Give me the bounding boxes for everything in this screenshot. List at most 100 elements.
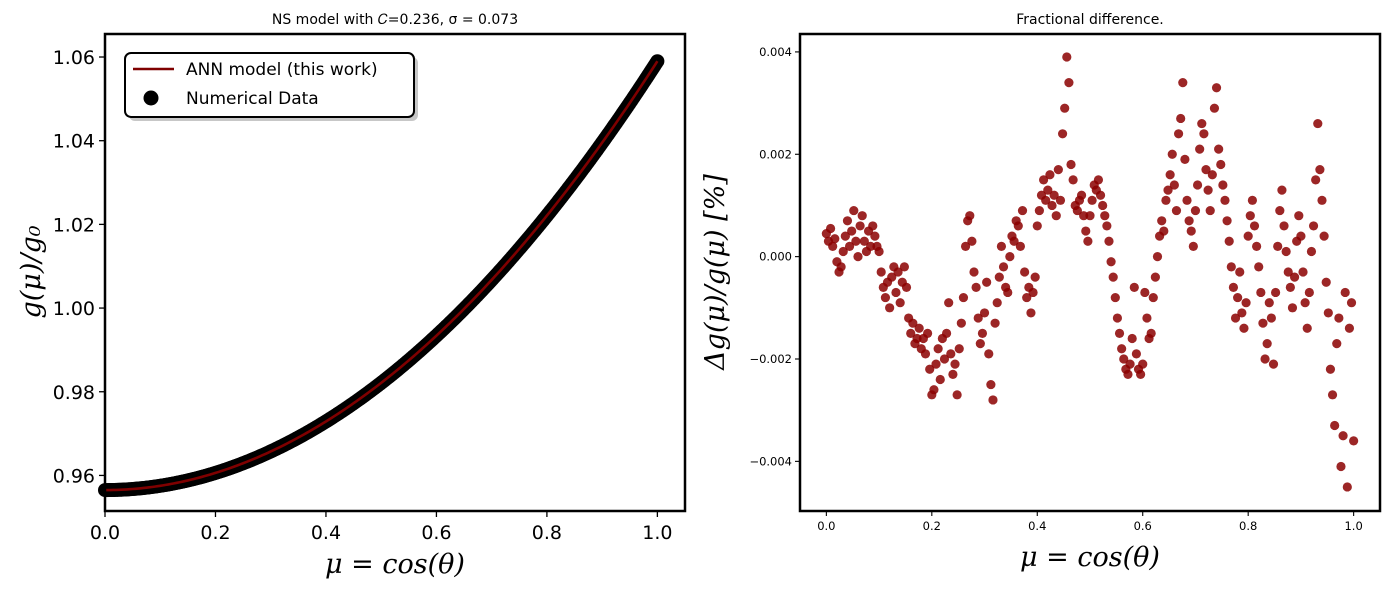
- difference-data-point: [1249, 221, 1260, 231]
- difference-data-point: [1117, 344, 1127, 354]
- difference-data-point: [1216, 159, 1226, 170]
- difference-data-point: [1184, 216, 1194, 226]
- difference-data-point: [1062, 52, 1072, 62]
- difference-data-point: [1296, 231, 1306, 241]
- difference-data-point: [1167, 149, 1177, 159]
- difference-data-point: [939, 354, 950, 364]
- difference-data-point: [935, 374, 945, 385]
- difference-data-point: [1308, 221, 1319, 231]
- difference-data-point: [1009, 236, 1019, 246]
- difference-data-point: [1066, 159, 1076, 170]
- difference-data-point: [1260, 354, 1270, 364]
- difference-data-point: [1258, 318, 1268, 328]
- difference-data-point: [868, 221, 878, 231]
- difference-data-point: [984, 349, 994, 359]
- difference-data-point: [956, 318, 966, 328]
- difference-data-point: [836, 262, 846, 272]
- difference-data-point: [967, 236, 977, 246]
- difference-data-point: [1201, 165, 1211, 175]
- difference-data-point: [1342, 482, 1352, 492]
- difference-data-point: [1186, 226, 1196, 236]
- difference-data-point: [1129, 282, 1139, 292]
- difference-data-point: [1317, 195, 1327, 205]
- difference-data-point: [1214, 144, 1224, 154]
- difference-data-point: [1306, 246, 1317, 257]
- chart2-title: Fractional difference.: [1016, 12, 1164, 28]
- chart2-x-ticks: 0.0 0.2 0.4 0.6 0.8 1.0: [817, 511, 1363, 533]
- difference-data-point: [1028, 287, 1038, 298]
- chart1-axes-frame: [103, 32, 687, 513]
- difference-data-point: [1072, 205, 1082, 216]
- difference-data-point: [1064, 78, 1074, 88]
- difference-data-point: [1233, 292, 1243, 303]
- difference-data-point: [1026, 308, 1036, 318]
- difference-data-point: [1264, 298, 1274, 308]
- difference-data-point: [1045, 170, 1055, 180]
- y-tick-label: 1.00: [53, 298, 95, 320]
- difference-data-point: [899, 262, 910, 272]
- difference-data-point: [1178, 78, 1188, 88]
- difference-data-point: [1157, 216, 1167, 226]
- difference-data-point: [920, 349, 931, 359]
- x-tick-label: 1.0: [1344, 519, 1362, 533]
- difference-data-point: [973, 313, 983, 323]
- difference-data-point: [1252, 241, 1262, 251]
- chart2-y-ticks: −0.004 −0.002 0.000 0.002 0.004: [749, 45, 800, 468]
- difference-data-point: [828, 241, 838, 251]
- difference-data-point: [923, 328, 933, 339]
- difference-data-point: [1106, 257, 1116, 267]
- difference-data-point: [975, 339, 985, 349]
- chart2-x-axis-label: μ = cos(θ): [1020, 542, 1160, 573]
- difference-data-point: [876, 267, 886, 277]
- difference-data-point: [1095, 190, 1106, 200]
- difference-data-point: [925, 364, 935, 374]
- difference-data-point: [1034, 205, 1044, 216]
- difference-data-point: [933, 344, 943, 354]
- difference-data-point: [1163, 185, 1173, 195]
- difference-data-point: [946, 349, 956, 359]
- difference-data-point: [1256, 287, 1266, 298]
- difference-data-point: [1332, 339, 1342, 349]
- difference-data-point: [1220, 195, 1230, 205]
- difference-data-point: [1152, 252, 1163, 262]
- difference-data-point: [874, 246, 884, 257]
- difference-data-point: [1190, 205, 1201, 216]
- x-tick-label: 0.6: [421, 522, 451, 544]
- difference-data-point: [1283, 267, 1293, 277]
- difference-data-point: [996, 241, 1007, 251]
- difference-data-point: [1239, 323, 1249, 333]
- difference-data-point: [1346, 298, 1357, 308]
- difference-data-point: [1205, 205, 1215, 216]
- difference-data-point: [1273, 241, 1283, 251]
- difference-data-point: [1098, 200, 1108, 211]
- difference-data-point: [1230, 313, 1241, 323]
- difference-data-point: [998, 262, 1009, 272]
- difference-data-point: [1209, 103, 1220, 113]
- difference-data-point: [1344, 323, 1355, 333]
- difference-data-point: [906, 328, 916, 339]
- y-tick-label: −0.002: [749, 352, 792, 366]
- difference-data-point: [1102, 221, 1112, 231]
- difference-data-point: [1182, 195, 1192, 205]
- difference-data-point: [1017, 205, 1028, 216]
- difference-data-point: [1030, 272, 1040, 282]
- difference-data-point: [1224, 236, 1234, 246]
- y-tick-label: 1.02: [53, 214, 95, 236]
- difference-data-point: [1087, 195, 1097, 205]
- difference-data-point: [1005, 252, 1015, 262]
- difference-data-point: [1079, 211, 1089, 221]
- difference-data-point: [1114, 328, 1125, 339]
- difference-data-point: [1159, 226, 1169, 236]
- x-tick-label: 0.8: [1239, 519, 1257, 533]
- chart1-y-ticks: 0.96 0.98 1.00 1.02 1.04 1.06: [53, 47, 105, 487]
- difference-data-point: [1275, 205, 1285, 216]
- difference-data-point: [992, 298, 1002, 308]
- difference-data-point: [1015, 241, 1025, 251]
- y-tick-label: 0.96: [53, 465, 95, 487]
- difference-data-point: [977, 328, 988, 339]
- x-tick-label: 0.8: [532, 522, 562, 544]
- difference-data-point: [1298, 267, 1308, 277]
- difference-data-point: [1338, 431, 1348, 441]
- difference-data-point: [1161, 195, 1171, 205]
